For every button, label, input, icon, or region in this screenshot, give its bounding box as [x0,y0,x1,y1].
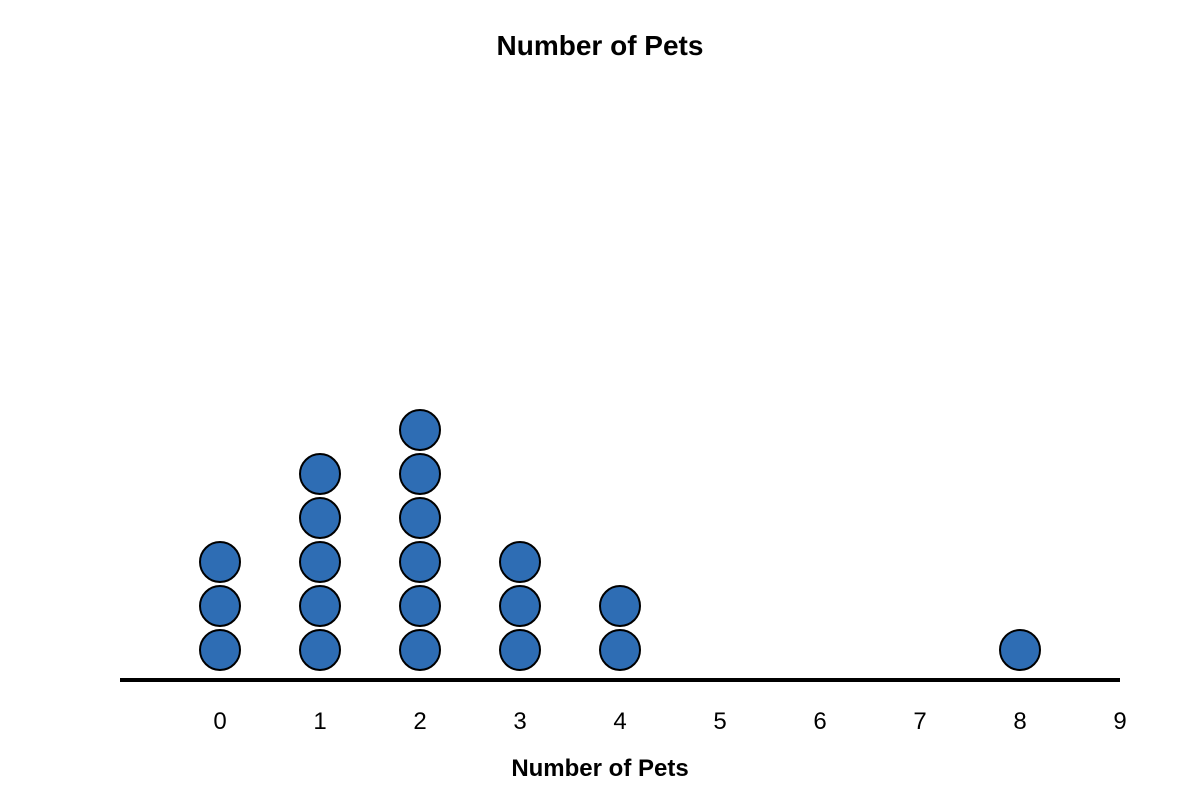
dot-x1-1 [299,629,341,671]
x-axis-title: Number of Pets [511,755,689,782]
x-tick-label-6: 6 [813,708,826,735]
dot-x3-2 [499,585,541,627]
dot-x1-3 [299,541,341,583]
dot-x0-3 [199,541,241,583]
x-tick-label-7: 7 [913,708,926,735]
x-tick-label-9: 9 [1113,708,1126,735]
dot-x2-1 [399,629,441,671]
x-tick-label-5: 5 [713,708,726,735]
dot-x1-5 [299,453,341,495]
x-tick-label-4: 4 [613,708,626,735]
dot-x8-1 [999,629,1041,671]
x-tick-label-2: 2 [413,708,426,735]
dot-x0-2 [199,585,241,627]
dot-x2-6 [399,409,441,451]
dot-x3-3 [499,541,541,583]
x-tick-label-1: 1 [313,708,326,735]
x-tick-label-3: 3 [513,708,526,735]
dot-x2-5 [399,453,441,495]
tick-labels-group: 0 1 2 3 4 5 6 7 8 9 [213,708,1126,735]
x-tick-label-0: 0 [213,708,226,735]
dot-x4-2 [599,585,641,627]
dot-x4-1 [599,629,641,671]
dot-x2-3 [399,541,441,583]
chart-title: Number of Pets [496,30,704,61]
dot-x1-2 [299,585,341,627]
dot-x0-1 [199,629,241,671]
dot-x3-1 [499,629,541,671]
dot-x2-2 [399,585,441,627]
dot-x2-4 [399,497,441,539]
x-tick-label-8: 8 [1013,708,1026,735]
dots-group [199,409,1041,671]
dot-x1-4 [299,497,341,539]
